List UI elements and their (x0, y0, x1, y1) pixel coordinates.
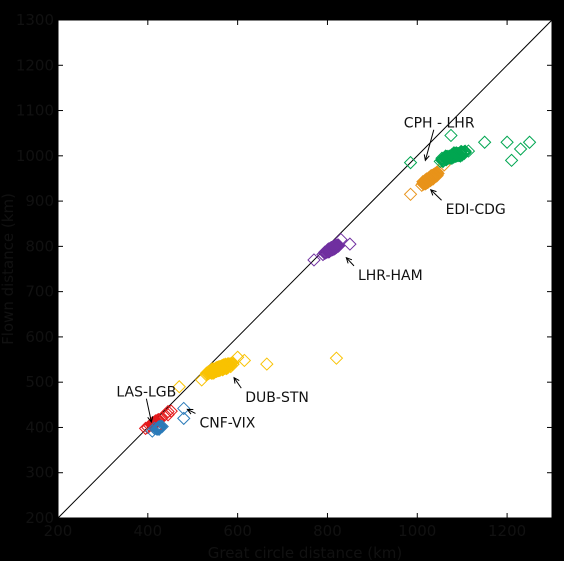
y-tick-label: 600 (25, 328, 54, 346)
annotation-arrow (345, 257, 355, 267)
y-tick-label: 200 (25, 509, 54, 527)
data-point (215, 361, 229, 376)
data-point (237, 353, 252, 368)
data-point (164, 404, 178, 418)
data-point (453, 145, 468, 159)
axis-ticks: 200 400 600 800 1000 1200 200 300 400 500 600 700 80… (16, 11, 552, 540)
data-point (177, 411, 191, 426)
annotation-arrowhead (233, 376, 240, 384)
data-point (161, 404, 175, 419)
data-point (433, 154, 447, 169)
data-point (195, 373, 209, 387)
data-point (206, 363, 220, 378)
data-point (449, 146, 463, 161)
data-point (324, 241, 339, 256)
annotation-arrow (145, 398, 152, 423)
x-tick-label: 1200 (488, 522, 526, 540)
y-tick-label: 700 (25, 283, 54, 301)
y-tick-label: 1100 (16, 102, 54, 120)
data-point (422, 174, 437, 188)
data-point (316, 247, 330, 262)
annotation-label: LAS-LGB (116, 385, 176, 401)
data-point (504, 153, 519, 168)
annotation-arrow (233, 377, 242, 389)
data-point (477, 135, 492, 149)
data-point (145, 424, 160, 438)
data-point (430, 166, 444, 180)
data-point (152, 421, 166, 435)
annotations: CPH - LHR EDI-CDG LHR-HAM DUB-STN LAS-LGB CNF… (116, 116, 505, 432)
data-point (440, 150, 454, 165)
annotation-arrow (187, 408, 196, 414)
annotation-arrow (430, 189, 442, 201)
data-point (213, 361, 227, 376)
data-point (513, 142, 528, 156)
data-point (230, 350, 245, 364)
annotation-arrowhead (147, 416, 154, 424)
y-tick-label: 1200 (16, 56, 54, 74)
data-point (172, 380, 186, 394)
annotation-arrowhead (429, 188, 437, 196)
data-points (138, 128, 537, 438)
data-point (147, 421, 162, 436)
x-tick-label: 600 (223, 522, 252, 540)
y-tick-label: 500 (25, 373, 54, 391)
y-tick-label: 900 (25, 192, 54, 210)
data-point (161, 408, 175, 422)
data-point (138, 421, 153, 436)
data-point (443, 150, 457, 164)
y-tick-label: 1000 (16, 147, 54, 165)
data-point (331, 238, 346, 253)
y-tick-label: 800 (25, 237, 54, 255)
data-point (177, 401, 191, 416)
data-point (444, 149, 459, 164)
data-point (403, 187, 418, 202)
data-point (415, 178, 429, 192)
y-tick-label: 1300 (16, 11, 54, 29)
data-point (343, 237, 357, 251)
data-point (334, 232, 348, 247)
y-tick-label: 400 (25, 418, 54, 436)
data-point (158, 408, 172, 422)
annotation-label: CPH - LHR (404, 116, 475, 132)
data-point (444, 128, 458, 143)
data-point (522, 135, 537, 149)
data-point (403, 155, 418, 170)
data-point (423, 171, 438, 186)
annotation-label: LHR-HAM (358, 268, 423, 284)
data-point (307, 253, 321, 267)
data-point (436, 151, 451, 166)
y-axis-title: Flown distance (km) (0, 193, 17, 345)
data-point (222, 357, 236, 372)
x-tick-label: 400 (133, 522, 162, 540)
data-point (155, 419, 169, 434)
data-point (428, 166, 442, 181)
x-tick-label: 800 (313, 522, 342, 540)
x-tick-label: 200 (44, 522, 73, 540)
annotation-arrowhead (345, 256, 353, 264)
y-tick-label: 300 (25, 464, 54, 482)
annotation-arrowhead (186, 408, 194, 415)
data-point (458, 145, 472, 159)
annotation-label: DUB-STN (245, 390, 309, 406)
data-point (260, 357, 274, 371)
x-tick-label: 1000 (398, 522, 436, 540)
annotation-label: CNF-VIX (199, 415, 255, 431)
identity-line (57, 19, 553, 519)
data-point (226, 357, 240, 371)
annotation-arrow (424, 129, 435, 161)
data-point (151, 420, 166, 434)
data-point (152, 422, 166, 436)
data-point (329, 351, 344, 365)
annotation-arrowhead (423, 154, 430, 162)
data-point (206, 366, 220, 380)
data-point (500, 135, 514, 149)
x-axis-title: Great circle distance (km) (208, 544, 403, 561)
identity-line-path (57, 19, 553, 519)
annotation-label: EDI-CDG (446, 202, 506, 218)
